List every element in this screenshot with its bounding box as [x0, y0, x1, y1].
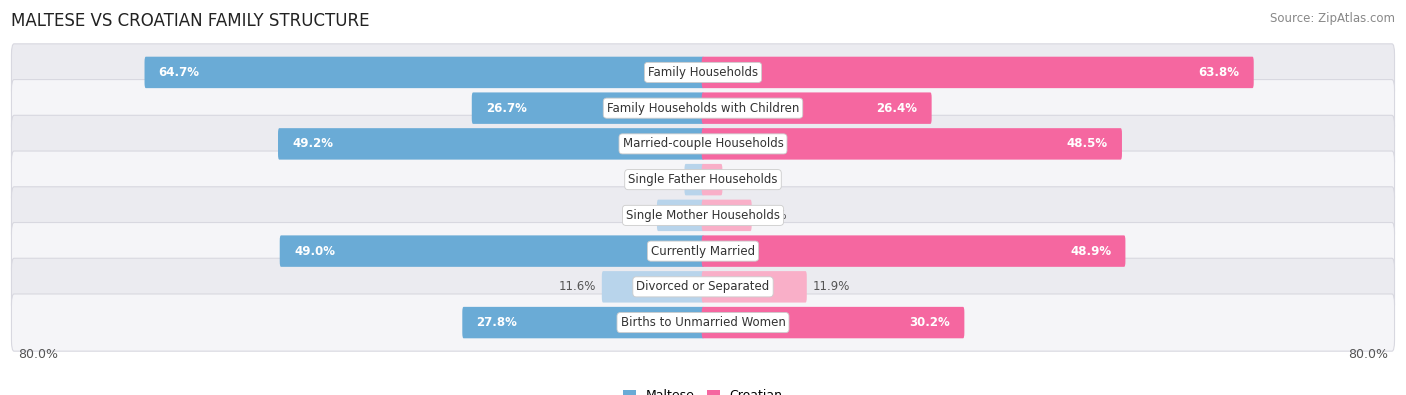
FancyBboxPatch shape	[702, 235, 1125, 267]
FancyBboxPatch shape	[11, 115, 1395, 173]
FancyBboxPatch shape	[702, 307, 965, 338]
Text: 2.0%: 2.0%	[650, 173, 679, 186]
FancyBboxPatch shape	[11, 294, 1395, 351]
FancyBboxPatch shape	[11, 222, 1395, 280]
FancyBboxPatch shape	[685, 164, 704, 196]
Text: 26.4%: 26.4%	[876, 102, 918, 115]
Text: 80.0%: 80.0%	[18, 348, 59, 361]
Text: 26.7%: 26.7%	[486, 102, 527, 115]
FancyBboxPatch shape	[280, 235, 704, 267]
FancyBboxPatch shape	[702, 271, 807, 303]
Text: 49.0%: 49.0%	[294, 245, 335, 258]
FancyBboxPatch shape	[657, 199, 704, 231]
FancyBboxPatch shape	[278, 128, 704, 160]
Text: 48.5%: 48.5%	[1067, 137, 1108, 150]
Text: 30.2%: 30.2%	[910, 316, 950, 329]
Text: 48.9%: 48.9%	[1070, 245, 1111, 258]
Text: Family Households: Family Households	[648, 66, 758, 79]
Text: 63.8%: 63.8%	[1198, 66, 1240, 79]
Legend: Maltese, Croatian: Maltese, Croatian	[619, 384, 787, 395]
FancyBboxPatch shape	[702, 92, 932, 124]
FancyBboxPatch shape	[11, 79, 1395, 137]
FancyBboxPatch shape	[702, 199, 752, 231]
Text: 49.2%: 49.2%	[292, 137, 333, 150]
Text: Births to Unmarried Women: Births to Unmarried Women	[620, 316, 786, 329]
Text: 5.2%: 5.2%	[621, 209, 651, 222]
FancyBboxPatch shape	[11, 187, 1395, 244]
FancyBboxPatch shape	[463, 307, 704, 338]
FancyBboxPatch shape	[11, 258, 1395, 316]
FancyBboxPatch shape	[472, 92, 704, 124]
Text: Divorced or Separated: Divorced or Separated	[637, 280, 769, 293]
Text: MALTESE VS CROATIAN FAMILY STRUCTURE: MALTESE VS CROATIAN FAMILY STRUCTURE	[11, 12, 370, 30]
Text: Married-couple Households: Married-couple Households	[623, 137, 783, 150]
Text: Single Father Households: Single Father Households	[628, 173, 778, 186]
Text: Family Households with Children: Family Households with Children	[607, 102, 799, 115]
Text: 27.8%: 27.8%	[477, 316, 517, 329]
FancyBboxPatch shape	[11, 44, 1395, 101]
FancyBboxPatch shape	[702, 57, 1254, 88]
Text: Source: ZipAtlas.com: Source: ZipAtlas.com	[1270, 12, 1395, 25]
FancyBboxPatch shape	[702, 164, 723, 196]
FancyBboxPatch shape	[702, 128, 1122, 160]
Text: 80.0%: 80.0%	[1347, 348, 1388, 361]
Text: 11.9%: 11.9%	[813, 280, 849, 293]
Text: 11.6%: 11.6%	[558, 280, 596, 293]
Text: 64.7%: 64.7%	[159, 66, 200, 79]
Text: 2.1%: 2.1%	[728, 173, 758, 186]
FancyBboxPatch shape	[602, 271, 704, 303]
FancyBboxPatch shape	[145, 57, 704, 88]
Text: Single Mother Households: Single Mother Households	[626, 209, 780, 222]
Text: 5.5%: 5.5%	[758, 209, 787, 222]
Text: Currently Married: Currently Married	[651, 245, 755, 258]
FancyBboxPatch shape	[11, 151, 1395, 208]
